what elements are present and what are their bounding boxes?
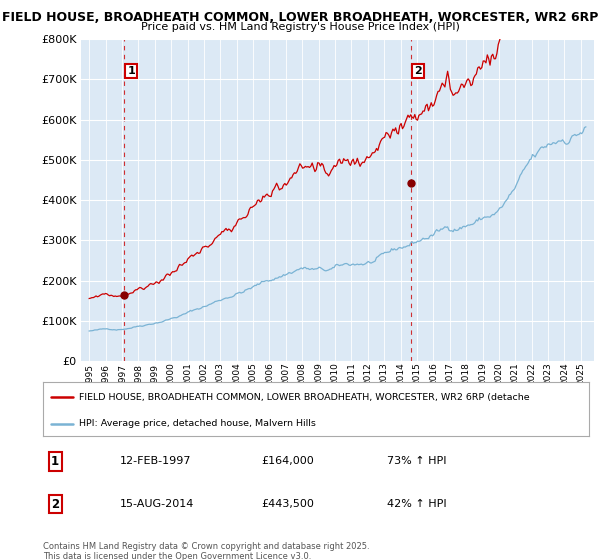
Text: HPI: Average price, detached house, Malvern Hills: HPI: Average price, detached house, Malv…	[79, 419, 316, 428]
Text: FIELD HOUSE, BROADHEATH COMMON, LOWER BROADHEATH, WORCESTER, WR2 6RP: FIELD HOUSE, BROADHEATH COMMON, LOWER BR…	[2, 11, 598, 24]
Text: 42% ↑ HPI: 42% ↑ HPI	[387, 500, 447, 509]
Text: Contains HM Land Registry data © Crown copyright and database right 2025.
This d: Contains HM Land Registry data © Crown c…	[43, 542, 370, 560]
Text: 1: 1	[51, 455, 59, 468]
Text: 2: 2	[51, 498, 59, 511]
Text: 15-AUG-2014: 15-AUG-2014	[119, 500, 194, 509]
Text: Price paid vs. HM Land Registry's House Price Index (HPI): Price paid vs. HM Land Registry's House …	[140, 22, 460, 32]
Text: 1: 1	[127, 67, 135, 76]
Text: 2: 2	[414, 67, 422, 76]
Text: £443,500: £443,500	[262, 500, 314, 509]
Text: 73% ↑ HPI: 73% ↑ HPI	[387, 456, 446, 466]
Text: 12-FEB-1997: 12-FEB-1997	[119, 456, 191, 466]
Text: FIELD HOUSE, BROADHEATH COMMON, LOWER BROADHEATH, WORCESTER, WR2 6RP (detache: FIELD HOUSE, BROADHEATH COMMON, LOWER BR…	[79, 393, 529, 402]
Text: £164,000: £164,000	[262, 456, 314, 466]
